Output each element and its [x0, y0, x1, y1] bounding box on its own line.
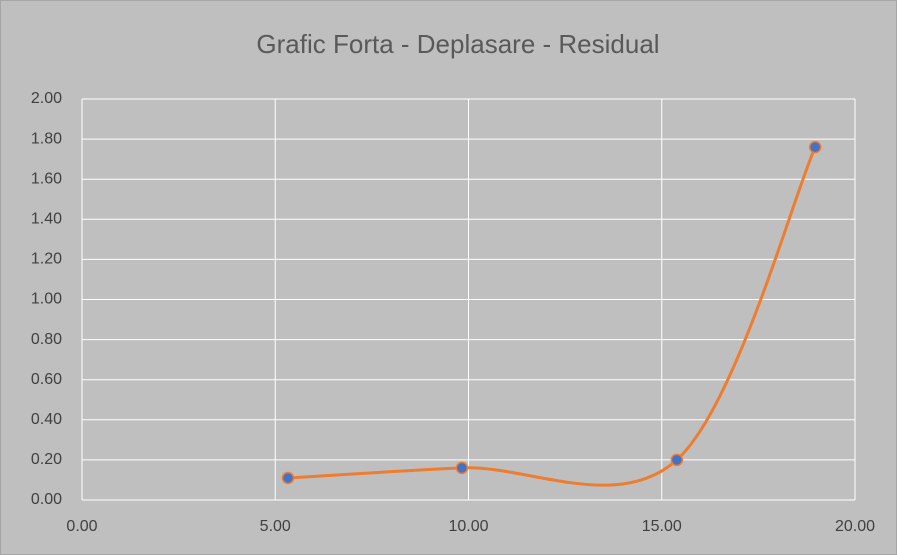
- data-point: [281, 471, 295, 485]
- y-tick-label: 2.00: [31, 90, 62, 107]
- x-tick-label: 20.00: [835, 518, 875, 535]
- series-line: [287, 146, 817, 487]
- y-tick-label: 0.80: [31, 331, 62, 348]
- y-tick-label: 0.20: [31, 451, 62, 468]
- data-point: [808, 140, 822, 154]
- x-tick-label: 5.00: [260, 518, 291, 535]
- y-tick-label: 1.00: [31, 291, 62, 308]
- y-tick-label: 1.60: [31, 170, 62, 187]
- x-tick-label: 10.00: [448, 518, 488, 535]
- y-tick-label: 1.20: [31, 251, 62, 268]
- data-point: [670, 453, 684, 467]
- data-point: [455, 461, 469, 475]
- y-tick-label: 0.00: [31, 491, 62, 508]
- y-tick-label: 0.40: [31, 411, 62, 428]
- y-tick-label: 1.40: [31, 211, 62, 228]
- chart-title: Grafic Forta - Deplasare - Residual: [256, 29, 659, 59]
- x-tick-label: 15.00: [642, 518, 682, 535]
- x-tick-label: 0.00: [66, 518, 97, 535]
- y-tick-label: 1.80: [31, 130, 62, 147]
- y-tick-label: 0.60: [31, 371, 62, 388]
